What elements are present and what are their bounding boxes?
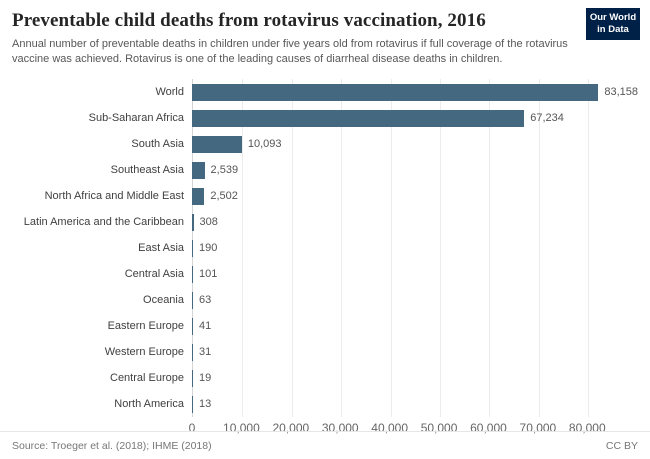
category-label: East Asia bbox=[138, 242, 184, 255]
plot-area: World 83,158 Sub-Saharan Africa 67,234 South… bbox=[12, 79, 650, 417]
bar-track: 41 bbox=[192, 313, 638, 339]
bar[interactable] bbox=[192, 109, 525, 127]
bar-row: Central Asia 101 bbox=[12, 261, 650, 287]
bar[interactable] bbox=[192, 317, 193, 335]
bar-track: 308 bbox=[192, 209, 638, 235]
bar-row: World 83,158 bbox=[12, 79, 650, 105]
category-label: World bbox=[155, 86, 184, 99]
bar-track: 2,539 bbox=[192, 157, 638, 183]
value-label: 2,502 bbox=[210, 190, 238, 203]
bar-track: 10,093 bbox=[192, 131, 638, 157]
chart-subtitle: Annual number of preventable deaths in c… bbox=[12, 38, 568, 66]
bar-track: 101 bbox=[192, 261, 638, 287]
bar-track: 31 bbox=[192, 339, 638, 365]
bar-row: Central Europe 19 bbox=[12, 365, 650, 391]
grid-line bbox=[489, 79, 491, 418]
owid-logo[interactable]: Our World in Data bbox=[586, 8, 640, 40]
value-label: 41 bbox=[199, 320, 212, 333]
bar[interactable] bbox=[192, 369, 193, 387]
chart-title: Preventable child deaths from rotavirus … bbox=[12, 10, 486, 31]
grid-line bbox=[440, 79, 442, 418]
owid-logo-line1: Our World bbox=[589, 12, 637, 24]
bar[interactable] bbox=[192, 239, 193, 257]
value-label: 13 bbox=[199, 398, 212, 411]
category-label: Central Europe bbox=[110, 372, 184, 385]
value-label: 101 bbox=[199, 268, 218, 281]
license-link[interactable]: CC BY bbox=[605, 439, 638, 452]
value-label: 63 bbox=[199, 294, 212, 307]
bar[interactable] bbox=[192, 135, 242, 153]
bar-row: Latin America and the Caribbean 308 bbox=[12, 209, 650, 235]
bar-row: Oceania 63 bbox=[12, 287, 650, 313]
bar-track: 13 bbox=[192, 391, 638, 417]
bar[interactable] bbox=[192, 161, 205, 179]
category-label: North America bbox=[114, 398, 184, 411]
bar-track: 19 bbox=[192, 365, 638, 391]
grid-line bbox=[588, 79, 590, 418]
category-label: Eastern Europe bbox=[107, 320, 184, 333]
bar[interactable] bbox=[192, 83, 599, 101]
owid-logo-line2: in Data bbox=[597, 24, 629, 35]
category-label: Sub-Saharan Africa bbox=[88, 112, 184, 125]
bar-track: 63 bbox=[192, 287, 638, 313]
bar[interactable] bbox=[192, 291, 193, 309]
category-label: North Africa and Middle East bbox=[44, 190, 184, 203]
grid-line bbox=[538, 79, 540, 418]
bar-row: Western Europe 31 bbox=[12, 339, 650, 365]
bar[interactable] bbox=[192, 187, 205, 205]
bar-track: 67,234 bbox=[192, 105, 638, 131]
chart-footer: Source: Troeger et al. (2018); IHME (201… bbox=[0, 431, 650, 459]
bar[interactable] bbox=[192, 213, 194, 231]
bar-row: East Asia 190 bbox=[12, 235, 650, 261]
category-label: Southeast Asia bbox=[110, 164, 184, 177]
source-note: Source: Troeger et al. (2018); IHME (201… bbox=[12, 439, 212, 452]
grid-line bbox=[341, 79, 343, 418]
bar-track: 83,158 bbox=[192, 79, 638, 105]
grid-line bbox=[390, 79, 392, 418]
bar-row: North America 13 bbox=[12, 391, 650, 417]
bar-row: North Africa and Middle East 2,502 bbox=[12, 183, 650, 209]
bar-row: Eastern Europe 41 bbox=[12, 313, 650, 339]
bar-row: Sub-Saharan Africa 67,234 bbox=[12, 105, 650, 131]
bar[interactable] bbox=[192, 265, 193, 283]
category-label: Western Europe bbox=[104, 346, 184, 359]
axis-tick-label: 0 bbox=[188, 421, 196, 436]
value-label: 10,093 bbox=[247, 138, 282, 151]
bar[interactable] bbox=[192, 343, 193, 361]
bar-row: South Asia 10,093 bbox=[12, 131, 650, 157]
category-label: Latin America and the Caribbean bbox=[23, 216, 184, 229]
bar[interactable] bbox=[192, 395, 193, 413]
value-label: 31 bbox=[199, 346, 212, 359]
bar-track: 2,502 bbox=[192, 183, 638, 209]
category-label: Central Asia bbox=[124, 268, 184, 281]
bar-row: Southeast Asia 2,539 bbox=[12, 157, 650, 183]
grid-line bbox=[291, 79, 293, 418]
value-label: 83,158 bbox=[604, 86, 638, 99]
bar-chart: World 83,158 Sub-Saharan Africa 67,234 South… bbox=[0, 79, 650, 441]
chart-header: Preventable child deaths from rotavirus … bbox=[0, 0, 650, 67]
value-label: 308 bbox=[199, 216, 218, 229]
value-label: 2,539 bbox=[210, 164, 239, 177]
category-label: Oceania bbox=[143, 294, 184, 307]
value-label: 190 bbox=[199, 242, 218, 255]
category-label: South Asia bbox=[131, 138, 184, 151]
value-label: 19 bbox=[199, 372, 212, 385]
grid-line bbox=[242, 79, 244, 418]
bar-track: 190 bbox=[192, 235, 638, 261]
value-label: 67,234 bbox=[530, 112, 564, 125]
